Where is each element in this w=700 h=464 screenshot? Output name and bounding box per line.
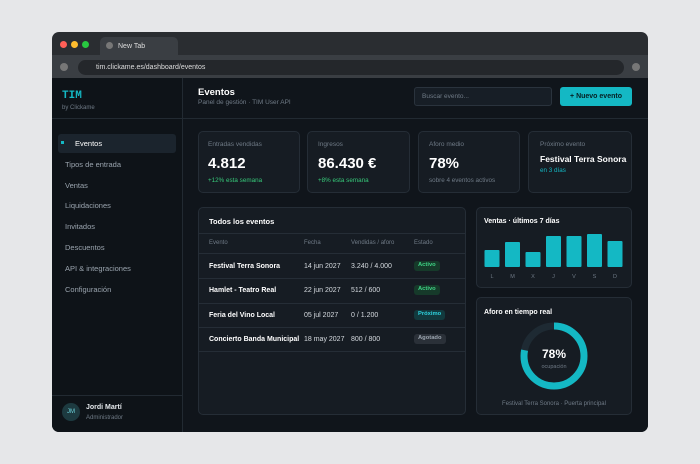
tab-icon: [106, 42, 113, 49]
divider: [199, 351, 465, 352]
event-name[interactable]: Hamlet - Teatro Real: [209, 287, 277, 294]
address-bar[interactable]: tim.clickame.es/dashboard/eventos: [78, 60, 624, 75]
kpi-card: [528, 131, 632, 193]
divider: [52, 118, 183, 119]
sales-title: Ventas · últimos 7 días: [484, 218, 560, 225]
column-header: Fecha: [304, 240, 321, 246]
sales-card: [476, 207, 632, 288]
divider: [199, 303, 465, 304]
page-subtitle: Panel de gestión · TIM User API: [198, 99, 291, 106]
status-badge: Activo: [414, 261, 440, 271]
event-sold: 800 / 800: [351, 336, 381, 343]
event-name[interactable]: Feria del Vino Local: [209, 312, 276, 319]
user-role: Administrador: [86, 415, 124, 421]
status-badge: Activo: [414, 285, 440, 295]
event-date: 18 may 2027: [304, 336, 345, 343]
logo: TIM: [62, 90, 82, 102]
nav-item[interactable]: Configuración: [65, 285, 112, 294]
kpi-value: 86.430 €: [318, 155, 377, 172]
nav-item[interactable]: Ventas: [65, 181, 88, 190]
nav-item[interactable]: Liquidaciones: [65, 201, 111, 210]
event-date: 05 jul 2027: [304, 312, 339, 319]
zoom-dot[interactable]: [82, 41, 89, 48]
divider: [199, 253, 465, 254]
column-header: Estado: [414, 240, 433, 246]
kpi-label: Aforo medio: [429, 141, 465, 148]
column-header: Vendidas / aforo: [351, 240, 395, 246]
url: tim.clickame.es/dashboard/eventos: [96, 64, 206, 71]
status-badge: Próximo: [414, 310, 446, 320]
minimize-dot[interactable]: [71, 41, 78, 48]
nav-active-dot: [61, 141, 64, 144]
nav-active-bg: [58, 134, 176, 153]
close-dot[interactable]: [60, 41, 67, 48]
search-box[interactable]: Buscar evento...: [414, 87, 552, 106]
nav-item[interactable]: Eventos: [75, 139, 103, 148]
kpi-note: +8% esta semana: [318, 177, 369, 184]
nav-icon[interactable]: [60, 63, 68, 71]
divider: [52, 395, 183, 396]
kpi-value: Festival Terra Sonora: [540, 154, 627, 164]
status-badge: Agotado: [414, 334, 446, 344]
sidebar: [52, 78, 183, 432]
kpi-value: 78%: [429, 155, 460, 172]
tab-title: New Tab: [118, 43, 146, 50]
kpi-note: +12% esta semana: [208, 177, 263, 184]
kpi-card: [198, 131, 300, 193]
tab[interactable]: New Tab: [100, 37, 178, 55]
table-title: Todos los eventos: [209, 217, 275, 226]
divider: [199, 233, 465, 234]
nav-item[interactable]: Invitados: [65, 222, 96, 231]
avatar[interactable]: JM: [62, 403, 80, 421]
menu-icon[interactable]: [632, 63, 640, 71]
occupancy-title: Aforo en tiempo real: [484, 309, 553, 316]
nav-item[interactable]: API & integraciones: [65, 264, 131, 273]
divider: [199, 327, 465, 328]
occupancy-footer: Festival Terra Sonora · Puerta principal: [502, 401, 606, 407]
kpi-label: Entradas vendidas: [208, 141, 262, 148]
kpi-label: Ingresos: [318, 141, 343, 148]
kpi-note: sobre 4 eventos activos: [429, 177, 496, 184]
user-name: Jordi Martí: [86, 404, 122, 411]
event-sold: 3.240 / 4.000: [351, 263, 392, 270]
event-name[interactable]: Festival Terra Sonora: [209, 263, 281, 270]
kpi-card: [418, 131, 520, 193]
column-header: Evento: [209, 240, 228, 246]
event-sold: 512 / 600: [351, 287, 381, 294]
nav-item[interactable]: Tipos de entrada: [65, 160, 122, 169]
event-date: 22 jun 2027: [304, 287, 341, 294]
kpi-card: [307, 131, 410, 193]
divider: [199, 278, 465, 279]
new-event-button[interactable]: + Nuevo evento: [560, 87, 632, 106]
event-name[interactable]: Concierto Banda Municipal: [209, 336, 300, 343]
search-placeholder: Buscar evento...: [422, 93, 469, 100]
event-date: 14 jun 2027: [304, 263, 341, 270]
kpi-value: 4.812: [208, 155, 246, 172]
event-sold: 0 / 1.200: [351, 312, 379, 319]
kpi-note: en 3 días: [540, 167, 566, 174]
kpi-label: Próximo evento: [540, 141, 586, 148]
tagline: by Clickame: [62, 105, 95, 111]
divider: [183, 118, 648, 119]
page-title: Eventos: [198, 87, 235, 98]
nav-item[interactable]: Descuentos: [65, 243, 105, 252]
